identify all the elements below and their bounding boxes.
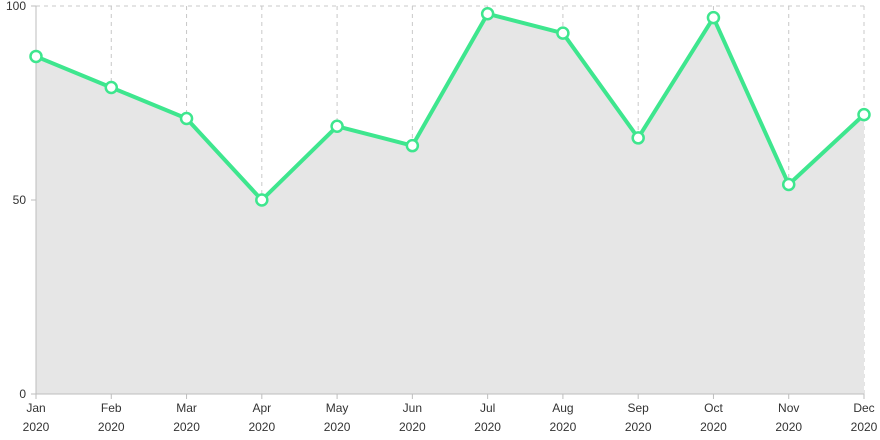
data-point-5[interactable] [330,119,344,134]
x-tick-label-year-7: 2020 [474,420,501,434]
x-tick-label-year-9: 2020 [625,420,652,434]
data-point-3[interactable] [179,111,194,126]
x-tick-label-year-6: 2020 [399,420,426,434]
x-tick-label-year-8: 2020 [550,420,577,434]
x-tick-label-month-2: Feb [101,401,122,415]
data-point-6[interactable] [405,138,420,153]
x-tick-label-year-4: 2020 [248,420,275,434]
x-tick-label-month-6: Jun [403,401,422,415]
x-tick-label-month-5: May [326,401,349,415]
data-point-1[interactable] [29,49,43,64]
x-tick-label-month-9: Sep [628,401,650,415]
point-layer [29,7,871,207]
x-tick-label-month-1: Jan [26,401,45,415]
x-tick-label-year-10: 2020 [700,420,727,434]
x-tick-label-month-3: Mar [176,401,197,415]
x-tick-label-year-11: 2020 [775,420,802,434]
x-tick-label-month-10: Oct [704,401,723,415]
data-point-11[interactable] [781,177,796,192]
series-line [34,11,866,202]
line-layer [34,11,866,202]
x-tick-label-year-2: 2020 [98,420,125,434]
y-tick-label-0: 0 [19,387,26,401]
y-tick-label-100: 100 [6,0,26,13]
data-point-4[interactable] [255,193,269,207]
x-tick-label-month-8: Aug [552,401,573,415]
x-tick-label-month-11: Nov [778,401,799,415]
area-fill [36,13,864,394]
data-point-2[interactable] [104,80,119,95]
data-point-10[interactable] [706,10,721,25]
data-point-9[interactable] [631,131,645,145]
x-tick-label-month-7: Jul [480,401,495,415]
x-tick-label-month-12: Dec [853,401,874,415]
x-tick-label-year-12: 2020 [851,420,878,434]
x-tick-label-year-1: 2020 [23,420,50,434]
area-layer [36,13,864,394]
axis-layer [31,5,865,399]
y-tick-label-50: 50 [13,193,27,207]
data-point-12[interactable] [857,107,871,122]
data-point-8[interactable] [556,26,570,40]
data-point-7[interactable] [480,7,495,21]
x-tick-label-year-3: 2020 [173,420,200,434]
x-tick-label-month-4: Apr [252,401,271,415]
label-layer: 0 50 100 Jan 2020 Feb 2020 Mar 2020 Apr 2020 May 202… [6,0,878,434]
x-tick-label-year-5: 2020 [324,420,351,434]
